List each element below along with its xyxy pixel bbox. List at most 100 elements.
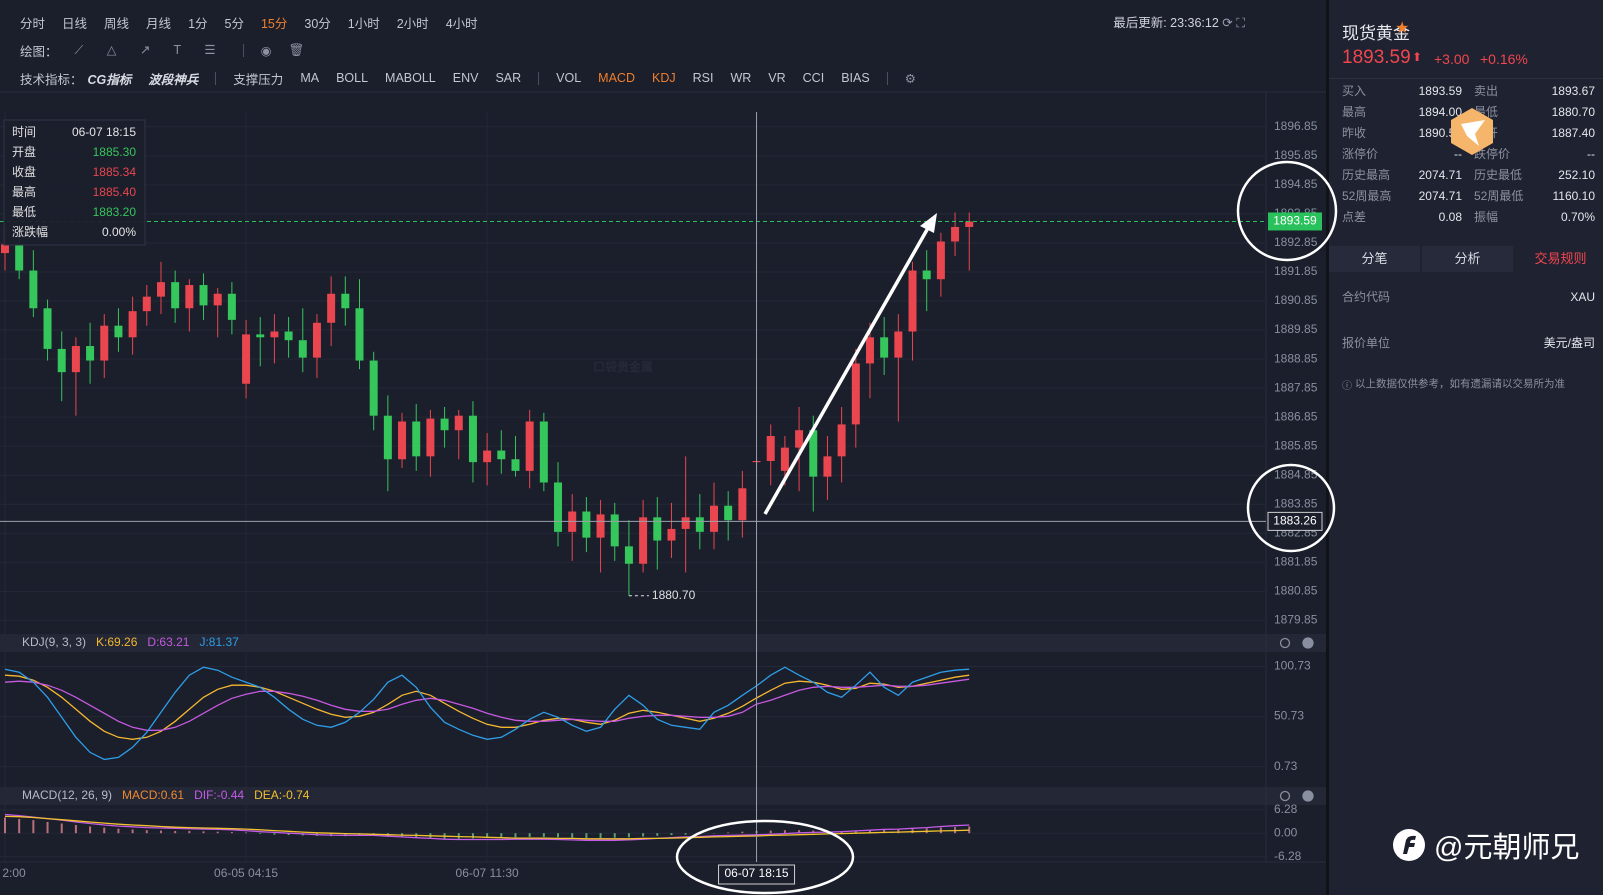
y-tick-label: 1881.85 [1274,554,1318,568]
histogram-bar [514,833,517,838]
divider [1329,78,1603,79]
y-tick-label: 0.00 [1274,825,1298,839]
stat-label: 52周最高 [1342,189,1392,203]
indicator-tab[interactable]: 支撑压力 [233,72,284,87]
star[interactable]: ★ [1395,20,1410,37]
candle-body [426,418,435,457]
histogram-bar [528,833,531,837]
pane-icons[interactable] [1279,637,1314,802]
histogram-bar [727,832,730,834]
period-tab[interactable]: 30分 [304,16,331,31]
candle-body [86,346,95,361]
stat-row: 最高 1894.00 最低 1880.70 [1342,102,1595,122]
indicator-tab[interactable]: SAR [495,71,522,85]
indicator-tab[interactable]: 波段神兵 [148,72,199,87]
histogram-bar [783,830,786,834]
candle-body [851,363,860,425]
period-tab[interactable]: 周线 [104,16,130,31]
stat-label: 振幅 [1474,210,1499,224]
stat-label: 卖出 [1474,84,1499,98]
candle-body [922,270,931,280]
candle-body [809,430,818,477]
histogram-bar [159,830,162,834]
indicator-tab[interactable]: MA [300,71,320,85]
period-tab[interactable]: 1分 [188,16,208,31]
period-tab[interactable]: 日线 [62,16,88,31]
x-tick-label: 06-07 11:30 [456,866,519,880]
candle-body [341,293,350,309]
y-tick-label: -6.28 [1274,849,1302,863]
sidebar: 现货黄金 ★ 1893.59 ⬆ +3.00 +0.16% 买入 1893.59 卖… [1326,0,1603,895]
candle-body [355,308,364,361]
indicator-tab[interactable]: BOLL [336,71,369,85]
indicator-tab[interactable]: RSI [692,71,714,85]
chart-area: 口袋贵金属1879.851880.851881.851882.851883.85… [0,91,1326,885]
contract-label: 报价单位 [1342,336,1391,350]
settings-icon[interactable]: ⚙ [904,71,916,86]
tooltip-value: 06-07 18:15 [72,125,136,139]
histogram-bar [245,832,248,834]
candle-body [156,282,165,297]
legend-entry: J:81.37 [199,635,239,649]
indicator-tab[interactable]: CG指标 [87,72,132,87]
candle-body [724,505,733,521]
y-tick-label: 1884.85 [1274,467,1318,481]
candle-body [142,296,151,312]
period-tab[interactable]: 2小时 [396,16,429,31]
histogram-bar [287,833,290,836]
indicator-tab[interactable]: MACD [598,71,635,85]
indicator-tab[interactable]: MABOLL [385,71,436,85]
pane-title: KDJ(9, 3, 3) [22,635,86,649]
y-tick-label: 1885.85 [1274,438,1318,452]
separator [886,71,888,85]
indicator-tab[interactable]: WR [730,71,752,85]
candle-body [639,517,648,564]
histogram-bar [486,833,489,839]
candle-body [511,459,520,471]
candle-body [128,311,137,338]
tab[interactable]: 交易规则 [1515,246,1603,272]
period-tab[interactable]: 4小时 [445,16,478,31]
stat-value: 1893.59 [1418,84,1462,98]
candle-body [227,293,236,320]
candle-body [539,421,548,483]
histogram-bar [684,833,687,835]
indicator-tab[interactable]: VR [768,71,786,85]
histogram-bar [769,830,772,834]
watermark-logo [1393,829,1425,861]
histogram-bar [344,833,347,837]
histogram-bar [627,833,630,838]
candle-body [908,270,917,332]
candle-body [525,421,534,471]
y-tick-label: 1894.85 [1274,177,1318,191]
legend-entry: K:69.26 [96,635,138,649]
indicator-tab[interactable]: ENV [452,71,479,85]
candle-body [270,331,279,338]
candle-body [497,450,506,460]
indicator-tab[interactable]: BIAS [841,71,870,85]
stat-value: -- [1587,147,1595,161]
period-tab[interactable]: 1小时 [347,16,380,31]
tooltip-value: 0.00% [102,225,136,239]
period-tab[interactable]: 5分 [224,16,244,31]
period-tab[interactable]: 15分 [260,16,288,31]
tab[interactable]: 分笔 [1329,246,1420,272]
stat-label: 历史最高 [1342,168,1391,182]
change-pct: +0.16% [1480,51,1528,67]
stat-value: 2074.71 [1418,168,1462,182]
period-tab[interactable]: 月线 [146,16,172,31]
candle-body [624,546,633,564]
indicator-tab[interactable]: CCI [802,71,825,85]
histogram-bar [103,827,106,834]
period-tab[interactable]: 分时 [20,16,46,31]
contract-value: XAU [1570,290,1595,304]
indicator-tab[interactable]: KDJ [651,71,676,85]
histogram-bar [32,820,35,834]
crosshair-price-label: 1883.26 [1273,514,1317,528]
candle-body [483,450,492,463]
up-arrow: ⬆ [1412,50,1423,64]
histogram-bar [557,833,560,838]
histogram-bar [230,832,233,834]
tab[interactable]: 分析 [1422,246,1513,272]
indicator-tab[interactable]: VOL [556,71,582,85]
